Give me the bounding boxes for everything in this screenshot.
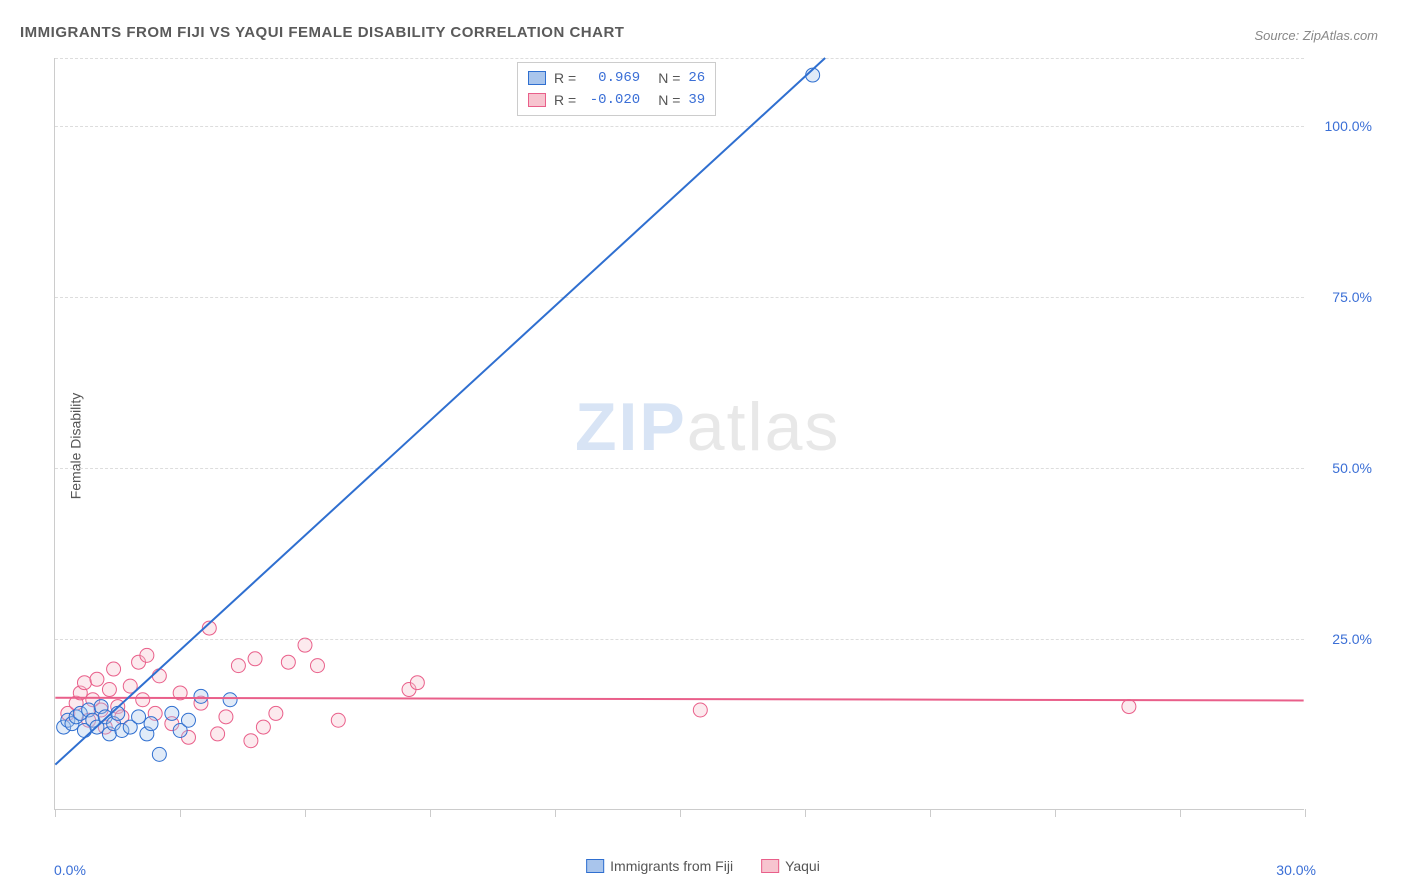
n-value: 39 <box>688 92 705 108</box>
data-point <box>90 672 104 686</box>
x-tick <box>930 809 931 817</box>
data-point <box>152 669 166 683</box>
data-point <box>194 689 208 703</box>
data-point <box>152 747 166 761</box>
data-point <box>248 652 262 666</box>
x-tick <box>555 809 556 817</box>
data-point <box>1122 700 1136 714</box>
y-tick-label: 100.0% <box>1325 118 1372 134</box>
data-point <box>281 655 295 669</box>
x-tick <box>1305 809 1306 817</box>
y-tick-label: 50.0% <box>1332 460 1372 476</box>
chart-svg <box>55 58 1304 809</box>
legend-label: Immigrants from Fiji <box>610 858 733 874</box>
legend-item: Yaqui <box>761 858 820 874</box>
x-tick <box>430 809 431 817</box>
data-point <box>144 717 158 731</box>
data-point <box>102 683 116 697</box>
data-point <box>107 662 121 676</box>
data-point <box>256 720 270 734</box>
r-label: R = <box>554 92 576 108</box>
legend-bottom: Immigrants from Fiji Yaqui <box>586 858 820 874</box>
stats-row: R = 0.969 N = 26 <box>528 67 705 89</box>
data-point <box>410 676 424 690</box>
data-point <box>244 734 258 748</box>
x-tick <box>1180 809 1181 817</box>
swatch-icon <box>528 93 546 107</box>
data-point <box>132 710 146 724</box>
r-value: 0.969 <box>584 70 640 86</box>
n-label: N = <box>658 70 680 86</box>
data-point <box>181 713 195 727</box>
data-point <box>310 659 324 673</box>
x-tick <box>680 809 681 817</box>
data-point <box>231 659 245 673</box>
data-point <box>219 710 233 724</box>
source-attribution: Source: ZipAtlas.com <box>1254 28 1378 43</box>
x-tick <box>805 809 806 817</box>
swatch-icon <box>761 859 779 873</box>
data-point <box>331 713 345 727</box>
swatch-icon <box>586 859 604 873</box>
data-point <box>269 706 283 720</box>
data-point <box>211 727 225 741</box>
legend-label: Yaqui <box>785 858 820 874</box>
r-value: -0.020 <box>584 92 640 108</box>
swatch-icon <box>528 71 546 85</box>
plot-area: ZIPatlas R =0.969N =26R =-0.020N =39 <box>54 58 1304 810</box>
trend-line <box>55 698 1303 701</box>
data-point <box>140 648 154 662</box>
data-point <box>223 693 237 707</box>
n-value: 26 <box>688 70 705 86</box>
x-tick <box>305 809 306 817</box>
x-tick-max: 30.0% <box>1276 862 1316 878</box>
y-tick-label: 25.0% <box>1332 631 1372 647</box>
x-tick <box>55 809 56 817</box>
data-point <box>77 676 91 690</box>
legend-item: Immigrants from Fiji <box>586 858 733 874</box>
y-tick-label: 75.0% <box>1332 289 1372 305</box>
x-tick <box>1055 809 1056 817</box>
data-point <box>136 693 150 707</box>
trend-line <box>55 58 825 765</box>
stats-row: R = -0.020 N = 39 <box>528 89 705 111</box>
x-tick-min: 0.0% <box>54 862 86 878</box>
r-label: R = <box>554 70 576 86</box>
data-point <box>298 638 312 652</box>
stats-legend-box: R = 0.969 N = 26 R = -0.020 N = 39 <box>517 62 716 116</box>
chart-title: IMMIGRANTS FROM FIJI VS YAQUI FEMALE DIS… <box>20 24 624 41</box>
data-point <box>693 703 707 717</box>
n-label: N = <box>658 92 680 108</box>
data-point <box>165 706 179 720</box>
x-tick <box>180 809 181 817</box>
